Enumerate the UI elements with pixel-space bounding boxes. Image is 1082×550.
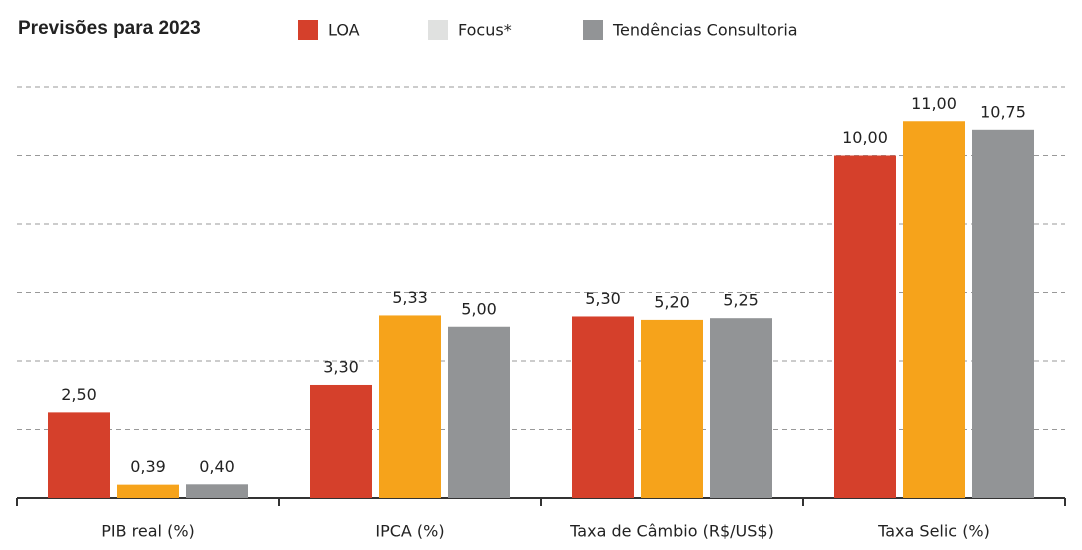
- bar: [641, 319, 703, 498]
- x-tick-label: Taxa de Câmbio (R$/US$): [569, 522, 774, 541]
- legend-label: LOA: [328, 21, 360, 40]
- value-label: 5,30: [585, 289, 621, 308]
- value-label: 11,00: [911, 94, 957, 113]
- value-label: 5,33: [392, 288, 428, 307]
- bar: [972, 129, 1034, 498]
- value-label: 10,75: [980, 102, 1026, 121]
- bar: [186, 484, 248, 498]
- bar: [903, 121, 965, 498]
- legend-swatch: [583, 20, 603, 40]
- value-label: 5,00: [461, 299, 497, 318]
- value-label: 10,00: [842, 128, 888, 147]
- bar: [117, 484, 179, 498]
- value-label: 5,25: [723, 291, 759, 310]
- legend-label: Tendências Consultoria: [612, 21, 798, 40]
- value-label: 0,39: [130, 457, 166, 476]
- bar: [310, 384, 372, 498]
- bar: [572, 316, 634, 498]
- bar: [48, 412, 110, 498]
- x-tick-label: Taxa Selic (%): [877, 522, 990, 541]
- bar: [379, 315, 441, 498]
- bar: [448, 326, 510, 498]
- value-label: 3,30: [323, 357, 359, 376]
- legend-swatch: [428, 20, 448, 40]
- bar: [710, 318, 772, 498]
- legend-swatch: [298, 20, 318, 40]
- value-label: 0,40: [199, 457, 235, 476]
- chart-title: Previsões para 2023: [18, 18, 201, 39]
- legend-label: Focus*: [458, 21, 512, 40]
- x-tick-label: IPCA (%): [375, 522, 444, 541]
- bar: [834, 155, 896, 498]
- value-label: 5,20: [654, 292, 690, 311]
- value-label: 2,50: [61, 385, 97, 404]
- x-tick-label: PIB real (%): [101, 522, 195, 541]
